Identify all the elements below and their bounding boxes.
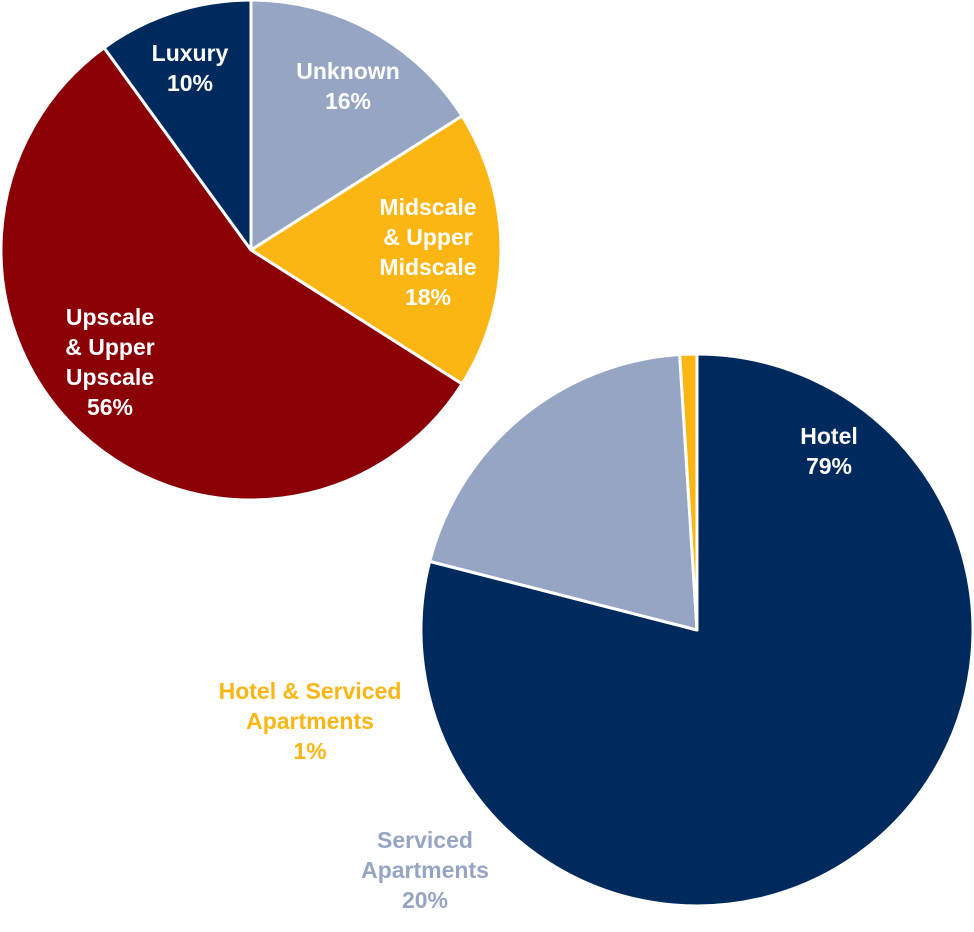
- slice-label-hotel-and-serviced-apartments: Hotel & Serviced Apartments 1%: [219, 678, 402, 764]
- pie-chart-1: Unknown 16% Midscale & Upper Midscale 18% Upsc…: [0, 0, 503, 502]
- pie-slice-unknown: [249, 0, 464, 252]
- slice-label-upscale-and-upper-upscale: Upscale & Upper Upscale 56%: [65, 304, 155, 420]
- slice-label-serviced-apartments: Serviced Apartments 20%: [361, 827, 489, 913]
- pie-slice-serviced-apartments: [428, 353, 699, 632]
- pie-slice-upscale-and-upper-upscale: [0, 46, 464, 502]
- slice-label-hotel: Hotel 79%: [800, 423, 858, 479]
- pie-slice-hotel-and-serviced-apartments: [678, 352, 699, 632]
- slice-label-midscale-and-upper-midscale: Midscale & Upper Midscale 18%: [379, 194, 476, 310]
- slice-label-luxury: Luxury 10%: [152, 40, 229, 96]
- pie-slice-hotel: [419, 352, 974, 908]
- pie-slice-midscale-and-upper-midscale: [249, 114, 503, 386]
- pie-chart-2: Hotel 79% Serviced Apartments 20% Hotel & Ser…: [219, 352, 974, 913]
- slice-label-unknown: Unknown 16%: [296, 58, 400, 114]
- pie-slice-luxury: [102, 0, 253, 252]
